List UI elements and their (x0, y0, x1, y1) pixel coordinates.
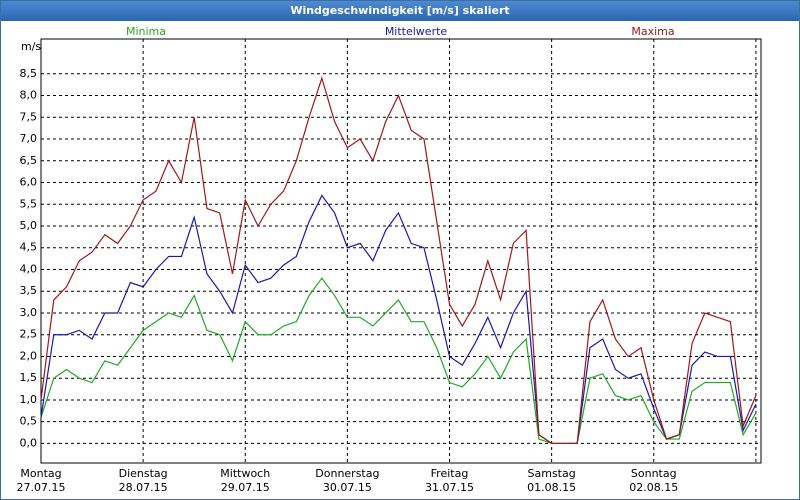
data-line (40, 277, 757, 445)
legend-entry: Maxima (631, 25, 674, 38)
y-tick-label: 6,5 (20, 154, 38, 167)
y-tick-label: 0,0 (20, 436, 38, 449)
x-tick-label: Donnerstag 30.07.15 (315, 467, 380, 494)
y-tick-label: 1,5 (20, 371, 38, 384)
y-tick-label: 2,5 (20, 328, 38, 341)
y-tick-label: 2,0 (20, 349, 38, 362)
y-tick-label: 4,5 (20, 241, 38, 254)
y-tick-label: 3,0 (20, 306, 38, 319)
title-bar: Windgeschwindigkeit [m/s] skaliert (1, 1, 799, 21)
legend-entry: Mittelwerte (385, 25, 448, 38)
y-tick-label: 7,0 (20, 132, 38, 145)
y-tick-label: 5,5 (20, 197, 38, 210)
x-tick-label: Sonntag 02.08.15 (629, 467, 679, 494)
legend-entry: Minima (126, 25, 166, 38)
x-tick-label: Mittwoch 29.07.15 (220, 467, 271, 494)
y-tick-label: 5,0 (20, 219, 38, 232)
y-tick-label: 6,0 (20, 176, 38, 189)
y-tick-label: 4,0 (20, 262, 38, 275)
x-tick-label: Freitag 31.07.15 (425, 467, 474, 494)
data-line (40, 76, 757, 445)
plot-frame (40, 38, 762, 464)
data-line (40, 194, 757, 445)
y-tick-label: 8,0 (20, 89, 38, 102)
x-tick-label: Dienstag 28.07.15 (118, 467, 168, 494)
y-tick-label: 3,5 (20, 284, 38, 297)
y-tick-label: 7,5 (20, 110, 38, 123)
y-axis-label: m/s (21, 40, 41, 53)
y-tick-label: 1,0 (20, 393, 38, 406)
x-tick-label: Samstag 01.08.15 (527, 467, 577, 494)
x-tick-label: Montag 27.07.15 (16, 467, 66, 494)
y-tick-label: 8,5 (20, 67, 38, 80)
y-tick-label: 0,5 (20, 415, 38, 428)
